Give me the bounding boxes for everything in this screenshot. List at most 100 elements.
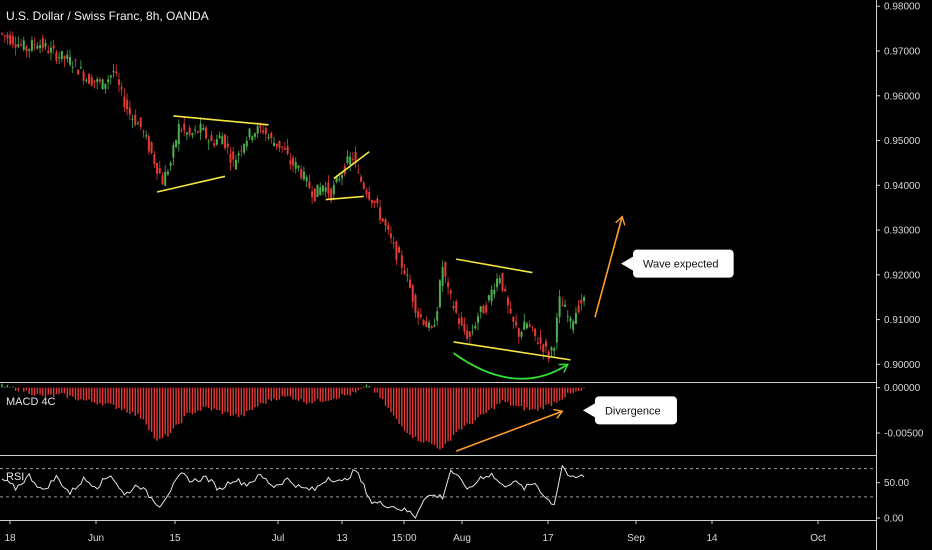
candle	[20, 39, 23, 47]
time-tick-label: 18	[4, 533, 16, 544]
candle	[558, 289, 561, 324]
candle	[172, 141, 175, 166]
candle	[63, 55, 66, 68]
candle	[120, 81, 123, 96]
candle	[536, 336, 539, 345]
candle	[479, 306, 482, 319]
candle	[569, 315, 572, 329]
candle	[96, 76, 99, 90]
candle	[490, 285, 493, 306]
candle	[14, 36, 17, 56]
candle	[205, 125, 207, 141]
price-axis[interactable]: 0.98000 0.97000 0.96000 0.95000 0.94000 0.930…	[876, 2, 921, 371]
candle	[60, 50, 63, 62]
candle	[107, 75, 110, 90]
trendline[interactable]	[325, 195, 364, 201]
trendline[interactable]	[456, 258, 533, 274]
candle	[292, 154, 295, 172]
candle	[196, 130, 199, 134]
candle	[574, 307, 577, 325]
candle	[128, 100, 131, 121]
candle	[449, 288, 452, 300]
trendline[interactable]	[333, 151, 370, 180]
candle	[74, 58, 77, 68]
forecast-arrow[interactable]	[594, 217, 622, 318]
candle	[82, 69, 85, 85]
rounding-bottom-curve[interactable]	[452, 352, 568, 380]
candle	[438, 278, 441, 309]
time-tick-label: 15:00	[391, 533, 416, 544]
candle	[327, 175, 330, 200]
candle	[199, 117, 202, 141]
candle	[169, 161, 172, 171]
candle	[368, 186, 371, 201]
candle	[466, 323, 469, 342]
candle	[229, 147, 232, 171]
rsi-line	[1, 464, 585, 519]
candle	[185, 131, 188, 141]
divergence-callout[interactable]: Divergence	[582, 396, 677, 425]
trendline[interactable]	[156, 175, 226, 193]
candle	[41, 34, 44, 53]
candle	[517, 327, 520, 344]
candle	[66, 49, 69, 63]
candle	[256, 122, 259, 138]
candle	[414, 293, 417, 318]
candle	[232, 146, 235, 167]
candle	[305, 175, 308, 188]
candle	[351, 152, 354, 165]
candle	[512, 316, 515, 329]
candle	[1, 32, 3, 36]
candle	[509, 301, 512, 315]
price-panel[interactable]: Wave expected	[1, 30, 734, 380]
candle	[392, 236, 395, 249]
candle	[313, 188, 316, 203]
candle	[300, 164, 303, 181]
candle	[525, 321, 528, 330]
price-tick-label: 0.95000	[884, 136, 921, 147]
candle	[319, 182, 322, 196]
candle	[202, 124, 205, 131]
macd-panel[interactable]: Divergence MACD 4C	[1, 383, 677, 452]
candle	[156, 162, 159, 180]
candle	[131, 115, 134, 128]
candle	[28, 48, 31, 59]
candle	[77, 69, 80, 75]
candle	[142, 129, 145, 138]
candle	[417, 307, 420, 325]
price-tick-label: 0.96000	[884, 91, 921, 102]
macd-axis[interactable]: 0.00000 -0.00500	[876, 383, 924, 440]
candle	[373, 200, 376, 208]
candle	[253, 132, 256, 141]
divergence-arrow[interactable]	[455, 411, 562, 452]
candle	[504, 285, 507, 293]
candle	[425, 316, 428, 328]
candle	[177, 119, 180, 152]
candle	[444, 261, 447, 283]
candle	[477, 312, 479, 331]
candle	[224, 133, 227, 151]
candle	[411, 284, 414, 309]
time-axis[interactable]: 18 Jun 15 Jul 13 15:00 Aug 17 Sep 14 Oct	[4, 520, 826, 544]
rsi-axis[interactable]: 50.00 0.00	[876, 478, 909, 525]
candle	[166, 169, 169, 177]
time-tick-label: 14	[706, 533, 718, 544]
candle	[433, 318, 436, 328]
trendline[interactable]	[453, 341, 571, 361]
candle	[436, 306, 439, 326]
candle	[441, 260, 444, 293]
candle	[191, 132, 194, 139]
candle	[381, 217, 384, 223]
rsi-panel[interactable]: RSI	[0, 464, 876, 519]
candle	[93, 80, 96, 89]
trendline[interactable]	[173, 115, 269, 126]
candle	[566, 310, 569, 323]
wave-expected-callout[interactable]: Wave expected	[621, 249, 734, 278]
candle	[349, 152, 352, 172]
candle	[289, 153, 292, 170]
candle	[580, 293, 583, 311]
candle	[553, 346, 556, 358]
candle	[161, 172, 164, 185]
